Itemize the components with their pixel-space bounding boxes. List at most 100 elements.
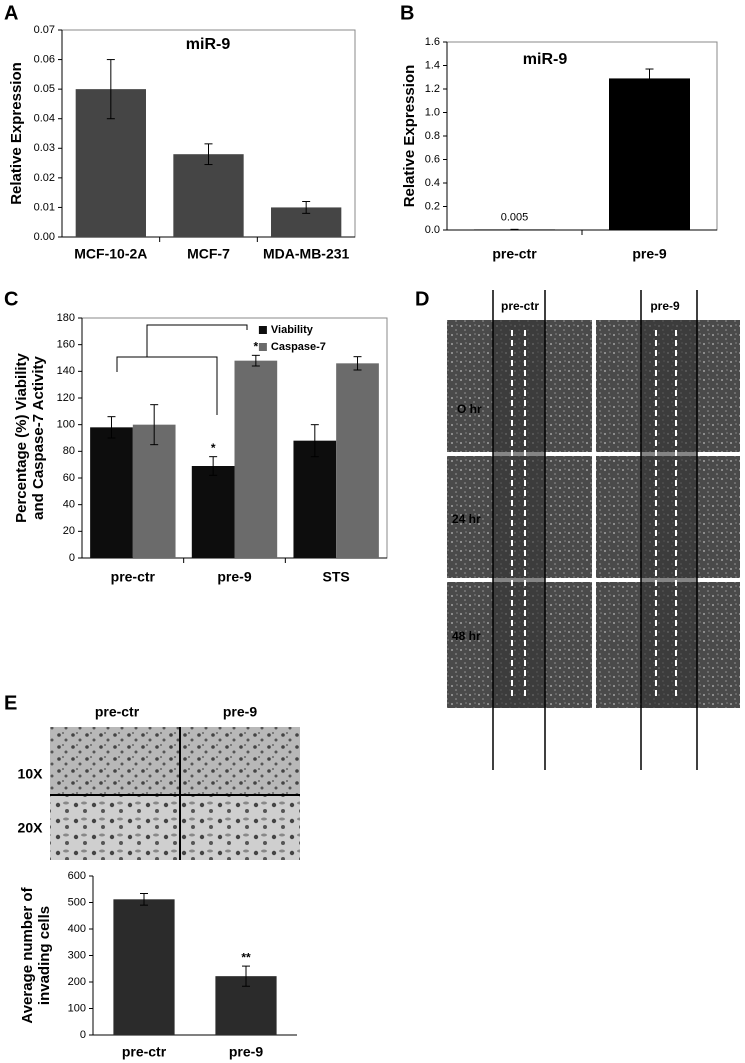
error-bar (353, 356, 362, 371)
bar (191, 466, 235, 558)
y-tick-label: 0.6 (425, 153, 440, 165)
significance-marker: ** (241, 950, 251, 964)
x-tick-label: MDA-MB-231 (263, 246, 350, 262)
significance-marker: * (254, 340, 259, 354)
y-tick-label: 0.05 (34, 83, 55, 95)
legend-swatch (258, 343, 267, 351)
error-bar (107, 416, 116, 439)
y-tick-label: 20 (63, 525, 75, 537)
error-bar (251, 354, 260, 367)
legend-label: Caspase-7 (271, 341, 326, 353)
y-tick-label: 0 (69, 552, 75, 564)
y-tick-label: 0.02 (34, 172, 55, 184)
y-tick-label: 0.4 (425, 177, 440, 189)
y-tick-label: 0 (80, 1029, 86, 1041)
y-tick-label: 1.6 (425, 36, 440, 48)
y-tick-label: 40 (63, 499, 75, 511)
bar (132, 424, 176, 558)
y-tick-label: 0.2 (425, 200, 440, 212)
y-tick-label: 0.04 (34, 113, 55, 125)
panel-letter: E (4, 692, 17, 714)
y-axis-label: Relative Expression (401, 65, 418, 208)
value-label: 0.005 (501, 211, 529, 223)
row-label: 20X (18, 820, 44, 836)
bar (113, 899, 175, 1035)
micrograph (50, 727, 180, 795)
y-axis-label: Average number of (19, 886, 36, 1023)
panel-letter: D (415, 288, 429, 310)
y-tick-label: 120 (57, 392, 75, 404)
y-tick-label: 180 (57, 312, 75, 324)
y-tick-label: 160 (57, 339, 75, 351)
y-tick-label: 100 (68, 1002, 86, 1014)
row-label: O hr (457, 402, 482, 416)
layout: A B C D E pre-ctr pre-9 O hr 24 hr 48 hr (4, 2, 740, 860)
error-bar (645, 68, 654, 89)
x-tick-label: MCF-10-2A (74, 246, 147, 262)
y-tick-label: 0.8 (425, 130, 440, 142)
micrograph (180, 727, 300, 795)
y-tick-label: 0.03 (34, 142, 55, 154)
y-tick-label: 300 (68, 949, 86, 961)
micrograph (50, 795, 180, 860)
error-bar (204, 143, 213, 166)
y-tick-label: 1.0 (425, 106, 440, 118)
column-label: pre-9 (223, 704, 257, 720)
y-tick-label: 140 (57, 365, 75, 377)
y-tick-label: 200 (68, 976, 86, 988)
x-tick-label: pre-ctr (122, 1044, 167, 1060)
error-bar (302, 201, 311, 214)
significance-marker: * (211, 441, 216, 455)
micrograph (180, 795, 300, 860)
y-tick-label: 80 (63, 445, 75, 457)
legend-swatch (258, 326, 267, 334)
panel-letter: A (4, 2, 18, 24)
error-bar (209, 456, 218, 476)
bar (90, 427, 133, 558)
wound-gap (493, 320, 545, 708)
x-tick-label: pre-ctr (492, 246, 537, 262)
bar (609, 78, 690, 230)
legend-label: Viability (271, 324, 314, 336)
y-tick-label: 400 (68, 923, 86, 935)
error-bar (310, 424, 319, 458)
panel-letter: B (400, 2, 414, 24)
y-tick-label: 100 (57, 419, 75, 431)
y-tick-label: 500 (68, 896, 86, 908)
x-tick-label: pre-9 (229, 1044, 263, 1060)
y-tick-label: 0.00 (34, 231, 55, 243)
y-axis-label: invading cells (36, 906, 53, 1005)
x-tick-label: pre-9 (217, 569, 251, 585)
y-tick-label: 600 (68, 870, 86, 882)
x-tick-label: MCF-7 (187, 246, 230, 262)
y-tick-label: 1.2 (425, 83, 440, 95)
column-label: pre-ctr (95, 704, 140, 720)
row-label: 48 hr (452, 629, 481, 643)
x-tick-label: STS (323, 569, 350, 585)
y-axis-label: and Caspase-7 Activity (30, 356, 47, 520)
chart-title: miR-9 (186, 36, 231, 53)
image-dividers (50, 727, 300, 860)
y-tick-label: 0.06 (34, 53, 55, 65)
bar (234, 360, 278, 558)
wound-edges (511, 330, 677, 700)
scratch-lines (492, 290, 698, 770)
error-bar (242, 965, 250, 987)
y-tick-label: 1.4 (425, 59, 440, 71)
row-label: 24 hr (452, 512, 481, 526)
y-tick-label: 0.07 (34, 24, 55, 36)
bar (336, 363, 379, 558)
row-label: 10X (18, 766, 44, 782)
column-label: pre-ctr (501, 299, 539, 313)
error-bar (150, 404, 159, 446)
y-axis-label: Percentage (%) Viability (13, 352, 30, 522)
bar (293, 440, 337, 558)
y-axis-label: Relative Expression (8, 62, 25, 205)
error-bar (106, 59, 115, 120)
error-bar (140, 892, 148, 906)
wound-gap (641, 320, 697, 708)
panel-letter: C (4, 288, 18, 310)
column-label: pre-9 (650, 299, 680, 313)
x-tick-label: pre-9 (632, 246, 666, 262)
